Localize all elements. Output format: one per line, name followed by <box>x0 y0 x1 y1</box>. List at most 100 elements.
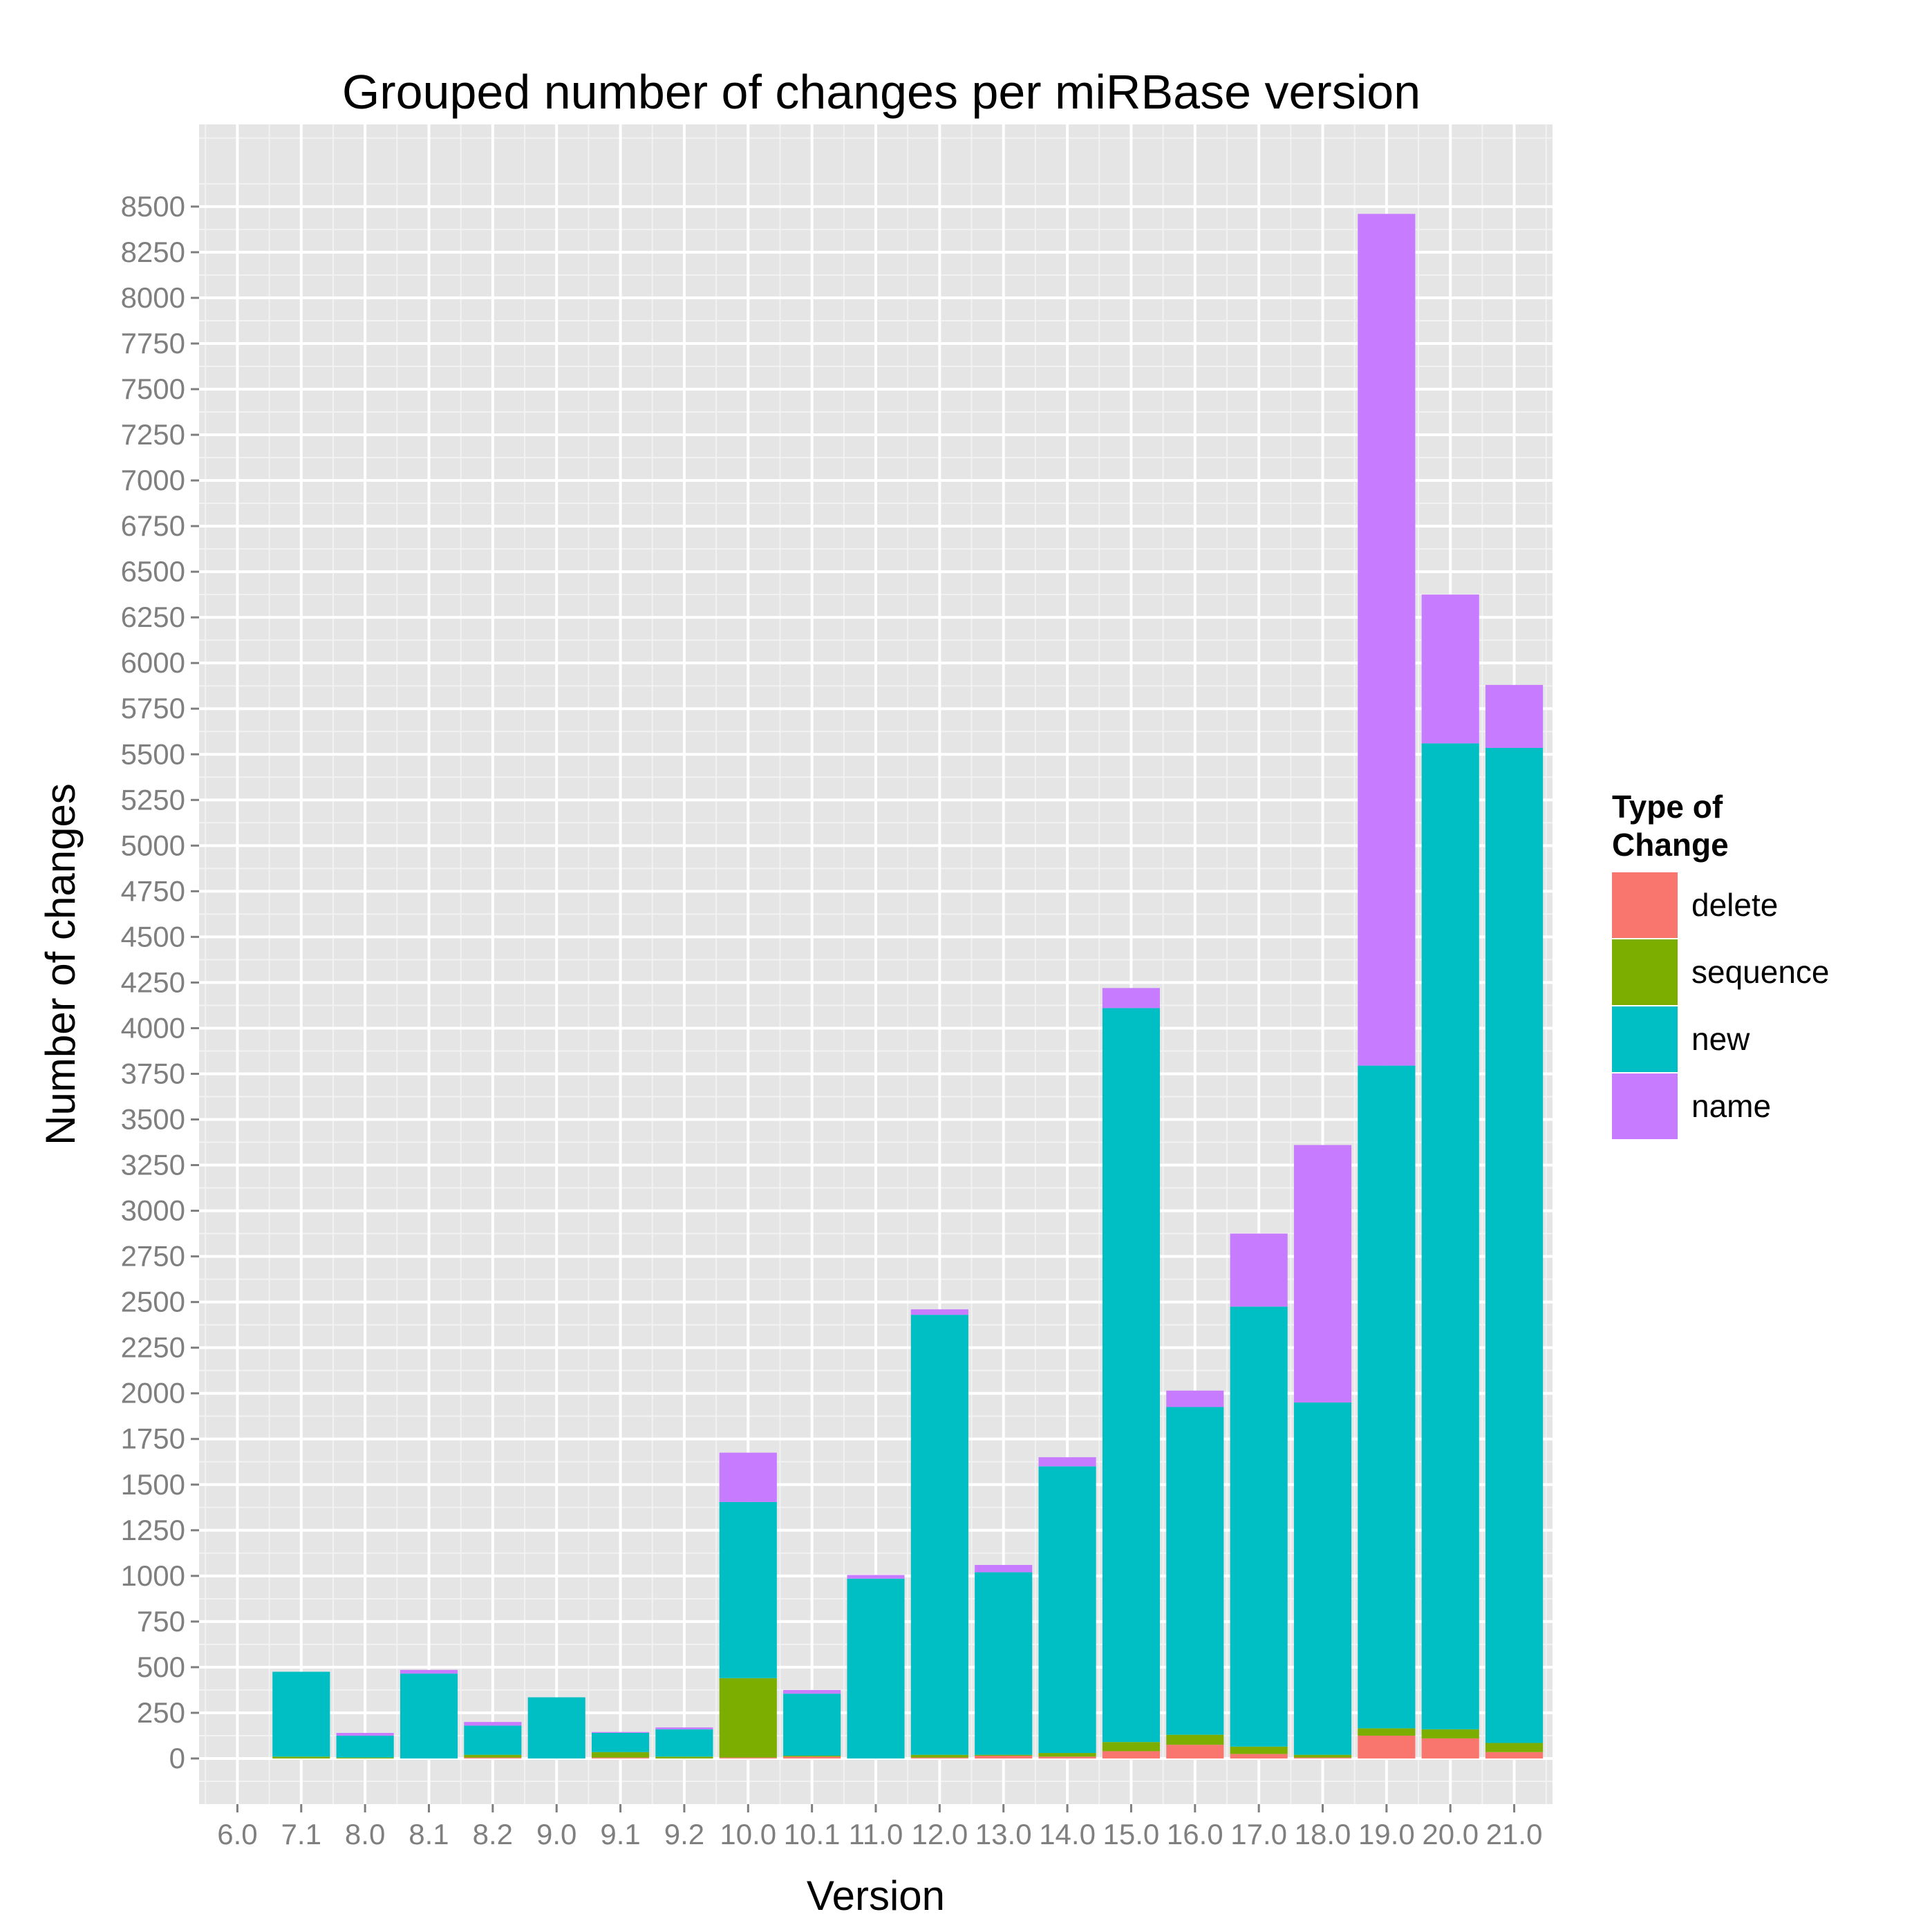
y-axis-title: Number of changes <box>37 783 84 1145</box>
y-axis: 0 250 500 750 1000 1250 1500 1750 2000 2250 2500 27… <box>121 190 199 1774</box>
x-tick-label: 21.0 <box>1486 1818 1543 1850</box>
y-tick-label: 6250 <box>121 601 185 633</box>
y-tick-label: 4500 <box>121 920 185 953</box>
bar-delete <box>1230 1754 1288 1759</box>
bar-name <box>336 1732 394 1736</box>
bar-delete <box>1421 1738 1479 1759</box>
y-tick-label: 2500 <box>121 1286 185 1318</box>
legend-key-delete <box>1612 872 1678 938</box>
bar-delete <box>975 1756 1033 1759</box>
x-tick-label: 19.0 <box>1358 1818 1415 1850</box>
y-tick-label: 500 <box>137 1651 185 1683</box>
legend: Type of Change delete sequence new name <box>1612 789 1830 1139</box>
y-tick-label: 4250 <box>121 966 185 998</box>
x-tick-label: 20.0 <box>1422 1818 1479 1850</box>
y-tick-label: 0 <box>169 1742 185 1774</box>
bar-name <box>975 1564 1033 1573</box>
x-tick-label: 12.0 <box>911 1818 968 1850</box>
bar-new <box>592 1732 650 1752</box>
y-tick-label: 7750 <box>121 327 185 359</box>
y-tick-label: 2750 <box>121 1240 185 1273</box>
y-tick-label: 1750 <box>121 1423 185 1455</box>
x-tick-label: 8.0 <box>345 1818 385 1850</box>
bar-name <box>400 1669 458 1674</box>
y-tick-label: 5750 <box>121 692 185 724</box>
chart-title: Grouped number of changes per miRBase ve… <box>342 65 1420 119</box>
bar-new <box>975 1572 1033 1755</box>
bar-delete <box>592 1757 650 1759</box>
bar-sequence <box>464 1754 522 1758</box>
x-tick-label: 18.0 <box>1295 1818 1351 1850</box>
bar-new <box>336 1735 394 1758</box>
bar-new <box>1293 1402 1352 1755</box>
bar-new <box>655 1729 713 1757</box>
x-tick-label: 13.0 <box>975 1818 1032 1850</box>
x-tick-label: 8.1 <box>409 1818 449 1850</box>
y-tick-label: 6500 <box>121 555 185 588</box>
bar-name <box>1358 214 1416 1066</box>
bar-name <box>719 1452 777 1502</box>
y-tick-label: 8500 <box>121 190 185 223</box>
bars <box>272 214 1544 1759</box>
bar-sequence <box>1421 1729 1479 1738</box>
bar-new <box>272 1671 330 1757</box>
y-tick-label: 2250 <box>121 1331 185 1364</box>
bar-sequence <box>1358 1728 1416 1736</box>
x-tick-label: 6.0 <box>217 1818 257 1850</box>
y-tick-label: 3250 <box>121 1149 185 1181</box>
bar-sequence <box>1230 1746 1288 1754</box>
bar-new <box>847 1578 905 1759</box>
y-tick-label: 7500 <box>121 373 185 405</box>
bar-new <box>1230 1306 1288 1747</box>
legend-title-line1: Type of <box>1612 789 1723 825</box>
bar-sequence <box>1293 1754 1352 1758</box>
x-tick-label: 14.0 <box>1039 1818 1096 1850</box>
bar-name <box>1230 1233 1288 1307</box>
bar-name <box>592 1732 650 1733</box>
legend-items: delete sequence new name <box>1612 872 1830 1139</box>
legend-label-sequence: sequence <box>1691 954 1830 990</box>
bar-name <box>1421 594 1479 744</box>
bar-name <box>1293 1145 1352 1403</box>
bar-new <box>1358 1065 1416 1729</box>
bar-new <box>1485 748 1544 1743</box>
bar-delete <box>783 1756 841 1759</box>
y-tick-label: 3000 <box>121 1194 185 1227</box>
bar-sequence <box>1485 1743 1544 1752</box>
bar-sequence <box>1102 1742 1160 1752</box>
legend-label-delete: delete <box>1691 887 1778 923</box>
y-tick-label: 1000 <box>121 1559 185 1592</box>
bar-sequence <box>655 1756 713 1759</box>
y-tick-label: 4750 <box>121 874 185 907</box>
y-tick-label: 2000 <box>121 1377 185 1409</box>
bar-delete <box>1293 1757 1352 1759</box>
bar-new <box>1038 1466 1096 1754</box>
y-tick-label: 6750 <box>121 509 185 542</box>
y-tick-label: 4000 <box>121 1011 185 1044</box>
bar-sequence <box>719 1678 777 1758</box>
y-tick-label: 5000 <box>121 829 185 861</box>
bar-name <box>910 1309 968 1315</box>
y-tick-label: 8000 <box>121 281 185 314</box>
y-tick-label: 1500 <box>121 1468 185 1501</box>
x-tick-label: 15.0 <box>1103 1818 1160 1850</box>
x-axis-title: Version <box>807 1873 945 1919</box>
bar-name <box>1038 1457 1096 1467</box>
bar-new <box>527 1697 585 1759</box>
bar-sequence <box>1166 1734 1224 1745</box>
y-tick-label: 7000 <box>121 464 185 496</box>
bar-delete <box>1038 1756 1096 1759</box>
bar-name <box>464 1722 522 1726</box>
bar-delete <box>1485 1752 1544 1759</box>
y-tick-label: 3750 <box>121 1057 185 1089</box>
bar-name <box>655 1727 713 1729</box>
y-tick-label: 750 <box>137 1605 185 1638</box>
bar-sequence <box>910 1754 968 1758</box>
bar-sequence <box>592 1752 650 1758</box>
y-tick-label: 250 <box>137 1696 185 1729</box>
bar-name <box>1102 988 1160 1009</box>
bar-new <box>910 1315 968 1755</box>
bar-new <box>1421 743 1479 1729</box>
x-tick-label: 9.2 <box>664 1818 704 1850</box>
bar-new <box>1102 1008 1160 1743</box>
